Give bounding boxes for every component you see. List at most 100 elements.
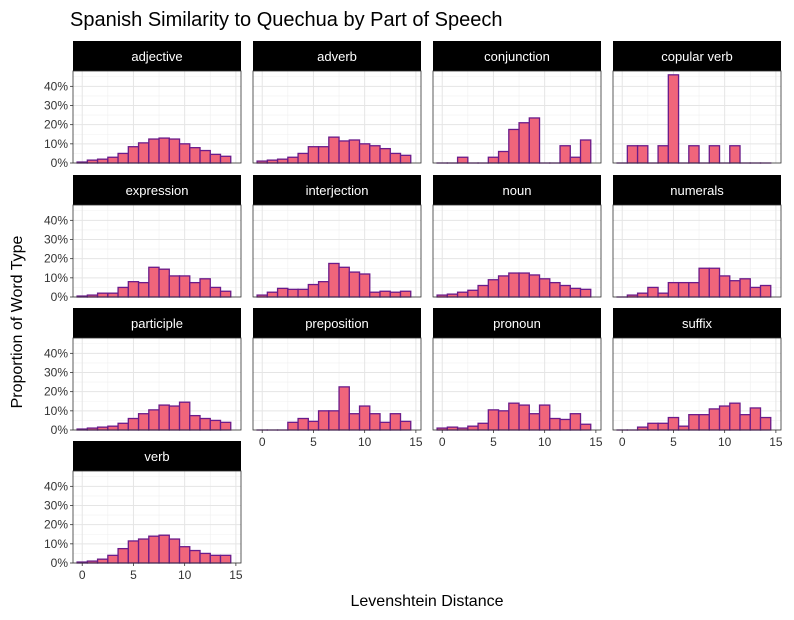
histogram-bar	[307, 146, 320, 164]
histogram-bar	[317, 146, 330, 164]
histogram-bar	[178, 546, 191, 564]
y-tick-label: 30%	[44, 99, 68, 113]
histogram-bar	[199, 417, 211, 431]
histogram-bar	[117, 152, 129, 164]
histogram-bar	[677, 425, 690, 431]
y-tick-label: 40%	[44, 479, 68, 493]
histogram-bar	[189, 147, 201, 164]
histogram-bar	[199, 552, 211, 564]
histogram-bar	[96, 158, 109, 164]
histogram-bar	[178, 401, 191, 431]
histogram-bar	[739, 278, 751, 298]
facet-strip	[253, 175, 421, 205]
histogram-bar	[729, 402, 741, 431]
histogram-bar	[708, 145, 721, 164]
y-tick-label: 40%	[44, 213, 68, 227]
facet-strip	[433, 308, 601, 338]
histogram-bar	[538, 278, 551, 298]
y-tick-label: 10%	[44, 137, 68, 151]
histogram-bar	[729, 145, 741, 164]
histogram-bar	[348, 271, 361, 298]
histogram-bar	[148, 535, 160, 564]
panel-border	[72, 204, 242, 298]
histogram-bar	[127, 281, 140, 298]
x-tick-label: 10	[178, 568, 192, 582]
facet-strip-label: verb	[144, 449, 169, 464]
y-tick-label: 10%	[44, 271, 68, 285]
histogram-bar	[148, 138, 160, 164]
histogram-bar	[636, 145, 649, 164]
histogram-bar	[369, 145, 381, 164]
histogram-bar	[497, 410, 510, 431]
histogram-bar	[647, 286, 659, 298]
facet-panel-copular-verb: copular verb	[612, 41, 782, 164]
histogram-bar	[749, 286, 762, 298]
histogram-bar	[137, 538, 150, 564]
histogram-bar	[209, 286, 222, 298]
histogram-bar	[328, 136, 340, 164]
histogram-bar	[708, 267, 721, 298]
x-tick-label: 15	[769, 435, 783, 449]
facet-strip-label: participle	[131, 316, 183, 331]
histogram-bar	[127, 540, 140, 564]
facet-panel-interjection: interjection	[252, 175, 422, 298]
histogram-bar	[219, 155, 232, 164]
panel-border	[252, 204, 422, 298]
facet-strip-label: suffix	[682, 316, 713, 331]
histogram-bar	[117, 547, 129, 564]
facet-strip	[73, 441, 241, 471]
y-axis-title: Proportion of Word Type	[9, 235, 26, 408]
histogram-bar	[559, 284, 571, 298]
facet-strip-label: conjunction	[484, 49, 550, 64]
facet-panel-expression: expression 0% 10% 20% 30% 40%	[44, 175, 242, 304]
histogram-bar	[338, 386, 350, 431]
facet-strip	[433, 41, 601, 71]
y-tick-label: 0%	[51, 290, 69, 304]
histogram-bar	[636, 292, 649, 298]
histogram-bar	[446, 293, 459, 298]
x-tick-label: 0	[79, 568, 86, 582]
histogram-bar	[487, 409, 500, 431]
histogram-bar	[739, 414, 751, 431]
x-tick-label: 5	[130, 568, 137, 582]
facet-panel-adverb: adverb	[252, 41, 422, 164]
histogram-bar	[399, 290, 412, 298]
histogram-bar	[338, 140, 350, 164]
histogram-bar	[86, 159, 99, 164]
histogram-bar	[549, 281, 561, 298]
histogram-bar	[497, 275, 510, 298]
histogram-bar	[456, 156, 469, 164]
panel-border	[72, 470, 242, 564]
histogram-bar	[168, 538, 181, 564]
y-tick-label: 30%	[44, 366, 68, 380]
histogram-bar	[219, 554, 232, 564]
facet-strip-label: adjective	[131, 49, 182, 64]
facet-strip	[253, 308, 421, 338]
histogram-bar	[518, 122, 530, 164]
histogram-bar	[688, 414, 700, 431]
panel-border	[72, 70, 242, 164]
panel-border	[252, 337, 422, 431]
y-tick-label: 30%	[44, 233, 68, 247]
y-tick-label: 20%	[44, 518, 68, 532]
histogram-bar	[328, 262, 340, 298]
histogram-bar	[168, 138, 181, 164]
histogram-bar	[328, 410, 340, 431]
y-tick-label: 20%	[44, 252, 68, 266]
panel-border	[432, 204, 602, 298]
histogram-bar	[287, 156, 299, 164]
histogram-bar	[189, 281, 201, 298]
facet-strip-label: interjection	[306, 183, 369, 198]
histogram-bar	[189, 414, 201, 431]
histogram-bar	[528, 274, 541, 298]
histogram-bar	[657, 422, 669, 431]
histogram-bar	[688, 145, 700, 164]
histogram-bar	[399, 420, 412, 431]
histogram-bar	[667, 416, 680, 431]
histogram-bar	[107, 425, 119, 431]
histogram-bar	[137, 413, 150, 431]
histogram-bar	[508, 272, 520, 298]
facet-strip	[253, 41, 421, 71]
histogram-bar	[698, 414, 710, 431]
